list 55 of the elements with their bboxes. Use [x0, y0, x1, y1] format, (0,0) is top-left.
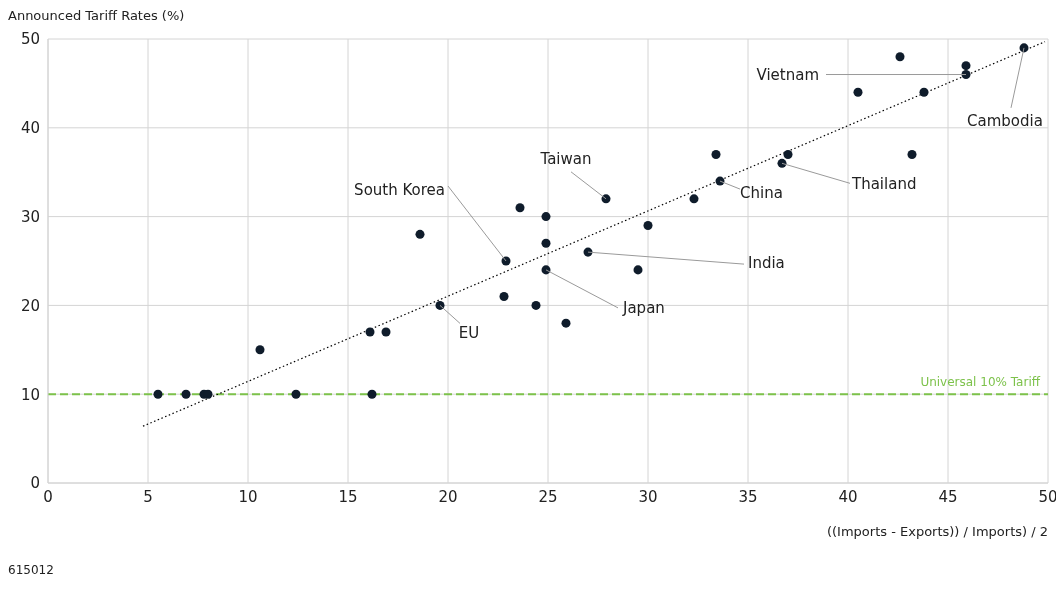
x-tick-label: 5 — [143, 487, 153, 506]
point — [919, 87, 929, 97]
annotation: South Korea — [354, 181, 445, 199]
point — [531, 300, 541, 310]
point — [711, 149, 721, 159]
ref-line-label: Universal 10% Tariff — [920, 375, 1041, 390]
point — [181, 389, 191, 399]
point — [415, 229, 425, 239]
x-tick-label: 20 — [438, 487, 458, 506]
y-tick-label: 40 — [20, 119, 40, 138]
point — [153, 389, 163, 399]
x-tick-label: 25 — [538, 487, 558, 506]
point — [381, 327, 391, 337]
point — [853, 87, 863, 97]
y-tick-label: 10 — [20, 385, 40, 404]
x-tick-label: 50 — [1038, 487, 1058, 506]
x-tick-label: 10 — [238, 487, 258, 506]
point — [541, 212, 551, 222]
x-axis-title: ((Imports - Exports)) / Imports) / 2 — [826, 524, 1048, 539]
annotation: China — [740, 184, 783, 203]
x-tick-label: 45 — [938, 487, 958, 506]
point — [367, 389, 377, 399]
annotation: Japan — [622, 298, 665, 317]
x-tick-label: 0 — [43, 487, 53, 506]
point — [541, 238, 551, 248]
point — [643, 220, 653, 230]
annotation: Taiwan — [539, 149, 592, 168]
x-tick-label: 40 — [838, 487, 858, 506]
y-tick-label: 20 — [20, 296, 40, 315]
point — [499, 292, 509, 302]
point — [895, 52, 905, 62]
point — [365, 327, 375, 337]
annotation: Thailand — [851, 175, 917, 194]
point — [255, 345, 265, 355]
point — [583, 247, 593, 257]
chart-title: Announced Tariff Rates (%) — [8, 8, 185, 23]
annotation: EU — [458, 324, 480, 343]
point — [783, 149, 793, 159]
point — [689, 194, 699, 204]
y-tick-label: 50 — [20, 30, 40, 49]
text: 615012 — [8, 563, 54, 577]
x-tick-label: 30 — [638, 487, 658, 506]
point — [291, 389, 301, 399]
annotation: India — [748, 254, 785, 273]
y-tick-label: 0 — [30, 474, 40, 493]
point — [561, 318, 571, 328]
x-tick-label: 35 — [738, 487, 758, 506]
point — [515, 203, 525, 213]
annotation: Vietnam — [756, 65, 819, 84]
point — [907, 149, 917, 159]
x-tick-label: 15 — [338, 487, 358, 506]
annotation: Cambodia — [967, 111, 1043, 130]
point — [961, 61, 971, 71]
point — [633, 265, 643, 275]
y-tick-label: 30 — [20, 207, 40, 226]
